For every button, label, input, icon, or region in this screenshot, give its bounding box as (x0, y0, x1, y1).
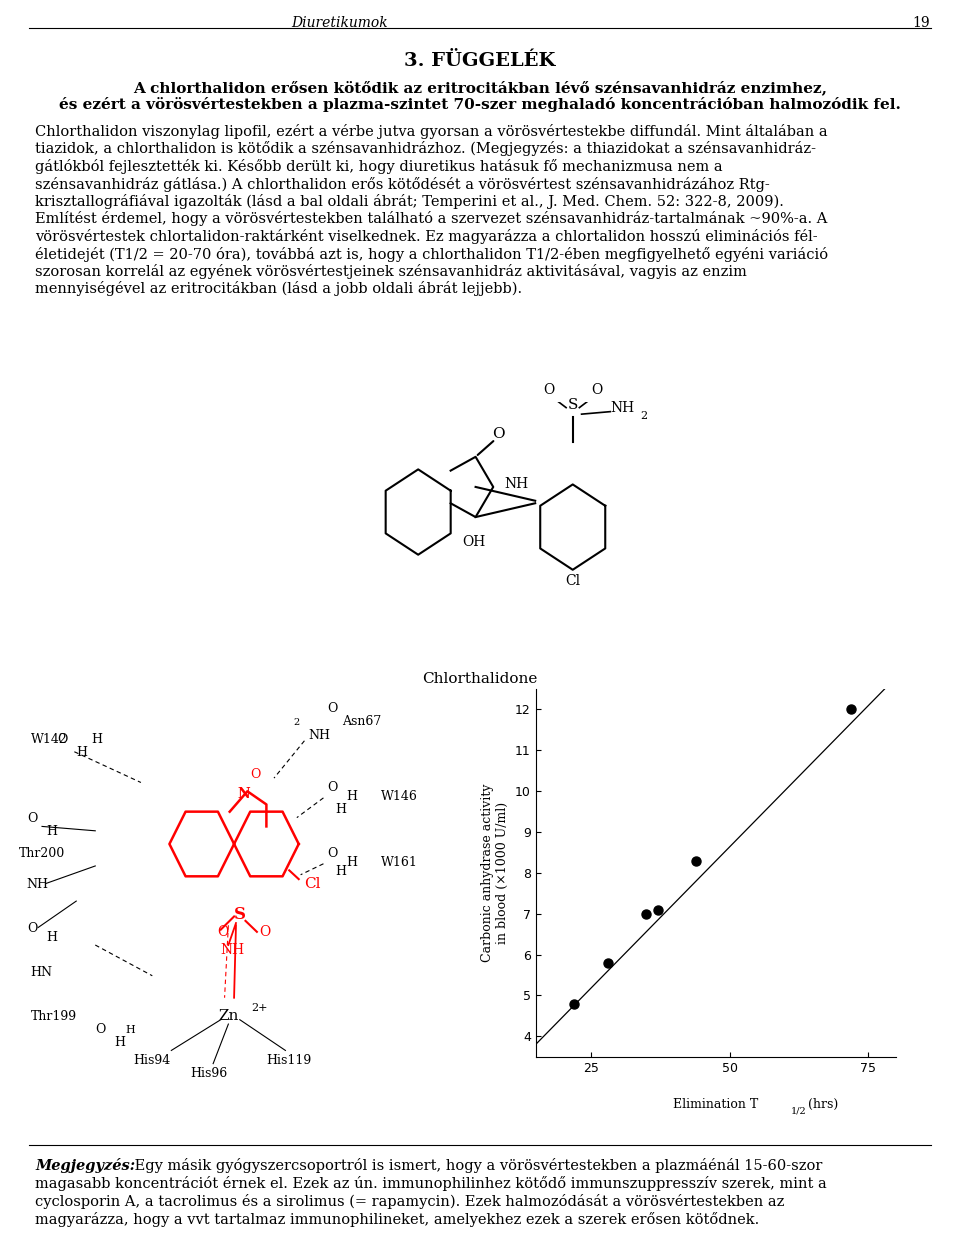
Text: S: S (567, 398, 578, 412)
Text: H: H (335, 803, 346, 816)
Text: A chlorthalidon erősen kötődik az eritrocitákban lévő szénsavanhidráz enzimhez,: A chlorthalidon erősen kötődik az eritro… (133, 80, 827, 95)
Text: 2+: 2+ (252, 1003, 268, 1013)
Text: O: O (95, 1023, 106, 1035)
Text: magasabb koncentrációt érnek el. Ezek az ún. immunophilinhez kötődő immunszuppre: magasabb koncentrációt érnek el. Ezek az… (35, 1176, 827, 1191)
Text: Chlorthalidon viszonylag lipofil, ezért a vérbe jutva gyorsan a vörösvértestekbe: Chlorthalidon viszonylag lipofil, ezért … (35, 124, 828, 139)
Text: Megjegyzés:: Megjegyzés: (35, 1158, 135, 1173)
Text: Asn67: Asn67 (343, 715, 382, 728)
Text: (hrs): (hrs) (804, 1098, 838, 1111)
Text: Elimination T: Elimination T (673, 1098, 758, 1111)
Text: NH: NH (504, 477, 528, 492)
Text: H: H (91, 733, 103, 745)
Text: H: H (335, 865, 346, 877)
Text: és ezért a vörösvértestekben a plazma-szintet 70-szer meghaladó koncentrációban : és ezért a vörösvértestekben a plazma-sz… (60, 97, 900, 112)
Text: H: H (46, 826, 57, 838)
Text: Thr200: Thr200 (19, 847, 65, 860)
Text: mennyiségével az eritrocitákban (lásd a jobb oldali ábrát lejjebb).: mennyiségével az eritrocitákban (lásd a … (35, 281, 522, 296)
Text: O: O (27, 812, 37, 825)
Text: O: O (250, 768, 260, 781)
Text: O: O (492, 427, 505, 442)
Text: Említést érdemel, hogy a vörösvértestekben található a szervezet szénsavanhidráz: Említést érdemel, hogy a vörösvértestekb… (35, 212, 828, 226)
Text: O: O (542, 383, 554, 397)
Text: O: O (27, 922, 37, 935)
Text: W161: W161 (380, 856, 418, 868)
Text: 3. FÜGGELÉK: 3. FÜGGELÉK (404, 51, 556, 70)
Text: szénsavanhidráz gátlása.) A chlorthalidon erős kötődését a vörösvértest szénsava: szénsavanhidráz gátlása.) A chlorthalido… (35, 177, 770, 192)
Text: H: H (126, 1025, 135, 1035)
Text: W146: W146 (380, 791, 418, 803)
Text: HN: HN (31, 966, 53, 979)
Text: Thr199: Thr199 (31, 1010, 77, 1023)
Text: His119: His119 (267, 1054, 312, 1067)
Text: O: O (327, 847, 338, 860)
Text: magyarázza, hogy a vvt tartalmaz immunophilineket, amelyekhez ezek a szerek erős: magyarázza, hogy a vvt tartalmaz immunop… (35, 1212, 759, 1227)
Text: His94: His94 (133, 1054, 171, 1067)
Text: 19: 19 (912, 16, 930, 30)
Text: S: S (234, 906, 246, 922)
Text: életidejét (T1/2 = 20-70 óra), továbbá azt is, hogy a chlorthalidon T1/2-ében me: életidejét (T1/2 = 20-70 óra), továbbá a… (35, 246, 828, 261)
Text: Cl: Cl (565, 574, 580, 587)
Text: NH: NH (611, 400, 635, 414)
Text: tiazidok, a chlorthalidon is kötődik a szénsavanhidrázhoz. (Megjegyzés: a thiazi: tiazidok, a chlorthalidon is kötődik a s… (35, 142, 816, 157)
Text: H: H (347, 791, 357, 803)
Text: Diuretikumok: Diuretikumok (292, 16, 388, 30)
Text: NH: NH (308, 729, 330, 742)
Text: gátlókból fejlesztették ki. Később derült ki, hogy diuretikus hatásuk fő mechani: gátlókból fejlesztették ki. Később derül… (35, 159, 723, 174)
Y-axis label: Carbonic anhydrase activity
in blood (×1000 U/ml): Carbonic anhydrase activity in blood (×1… (481, 783, 510, 963)
Text: O: O (217, 925, 228, 939)
Text: His96: His96 (190, 1067, 228, 1079)
Text: O: O (591, 383, 603, 397)
Text: Egy másik gyógyszercsoportról is ismert, hogy a vörösvértestekben a plazmáénál 1: Egy másik gyógyszercsoportról is ismert,… (130, 1158, 823, 1173)
Text: NH: NH (221, 943, 245, 956)
Text: Zn: Zn (218, 1009, 238, 1023)
Text: 1/2: 1/2 (791, 1107, 807, 1116)
Text: krisztallográfiával igazolták (lásd a bal oldali ábrát; Temperini et al., J. Med: krisztallográfiával igazolták (lásd a ba… (35, 195, 784, 210)
Text: N: N (237, 787, 250, 801)
Text: OH: OH (462, 535, 485, 550)
Text: H: H (46, 931, 57, 944)
Text: vörösvértestek chlortalidon-raktárként viselkednek. Ez magyarázza a chlortalidon: vörösvértestek chlortalidon-raktárként v… (35, 228, 818, 243)
Text: NH: NH (27, 878, 49, 891)
Text: O: O (327, 782, 338, 794)
Text: cyclosporin A, a tacrolimus és a sirolimus (= rapamycin). Ezek halmozódását a vö: cyclosporin A, a tacrolimus és a sirolim… (35, 1194, 784, 1209)
Text: szorosan korrelál az egyének vörösvértestjeinek szénsavanhidráz aktivitásával, v: szorosan korrelál az egyének vörösvértes… (35, 264, 747, 279)
Text: Cl: Cl (304, 877, 321, 891)
Text: O: O (259, 925, 270, 939)
Text: W142: W142 (31, 733, 67, 745)
Text: 2: 2 (640, 412, 647, 422)
Text: Chlorthalidone: Chlorthalidone (422, 671, 538, 685)
Text: H: H (114, 1037, 125, 1049)
Text: H: H (76, 747, 87, 759)
Text: O: O (58, 733, 67, 745)
Text: O: O (327, 703, 338, 715)
Text: H: H (347, 856, 357, 868)
Text: 2: 2 (293, 718, 300, 728)
